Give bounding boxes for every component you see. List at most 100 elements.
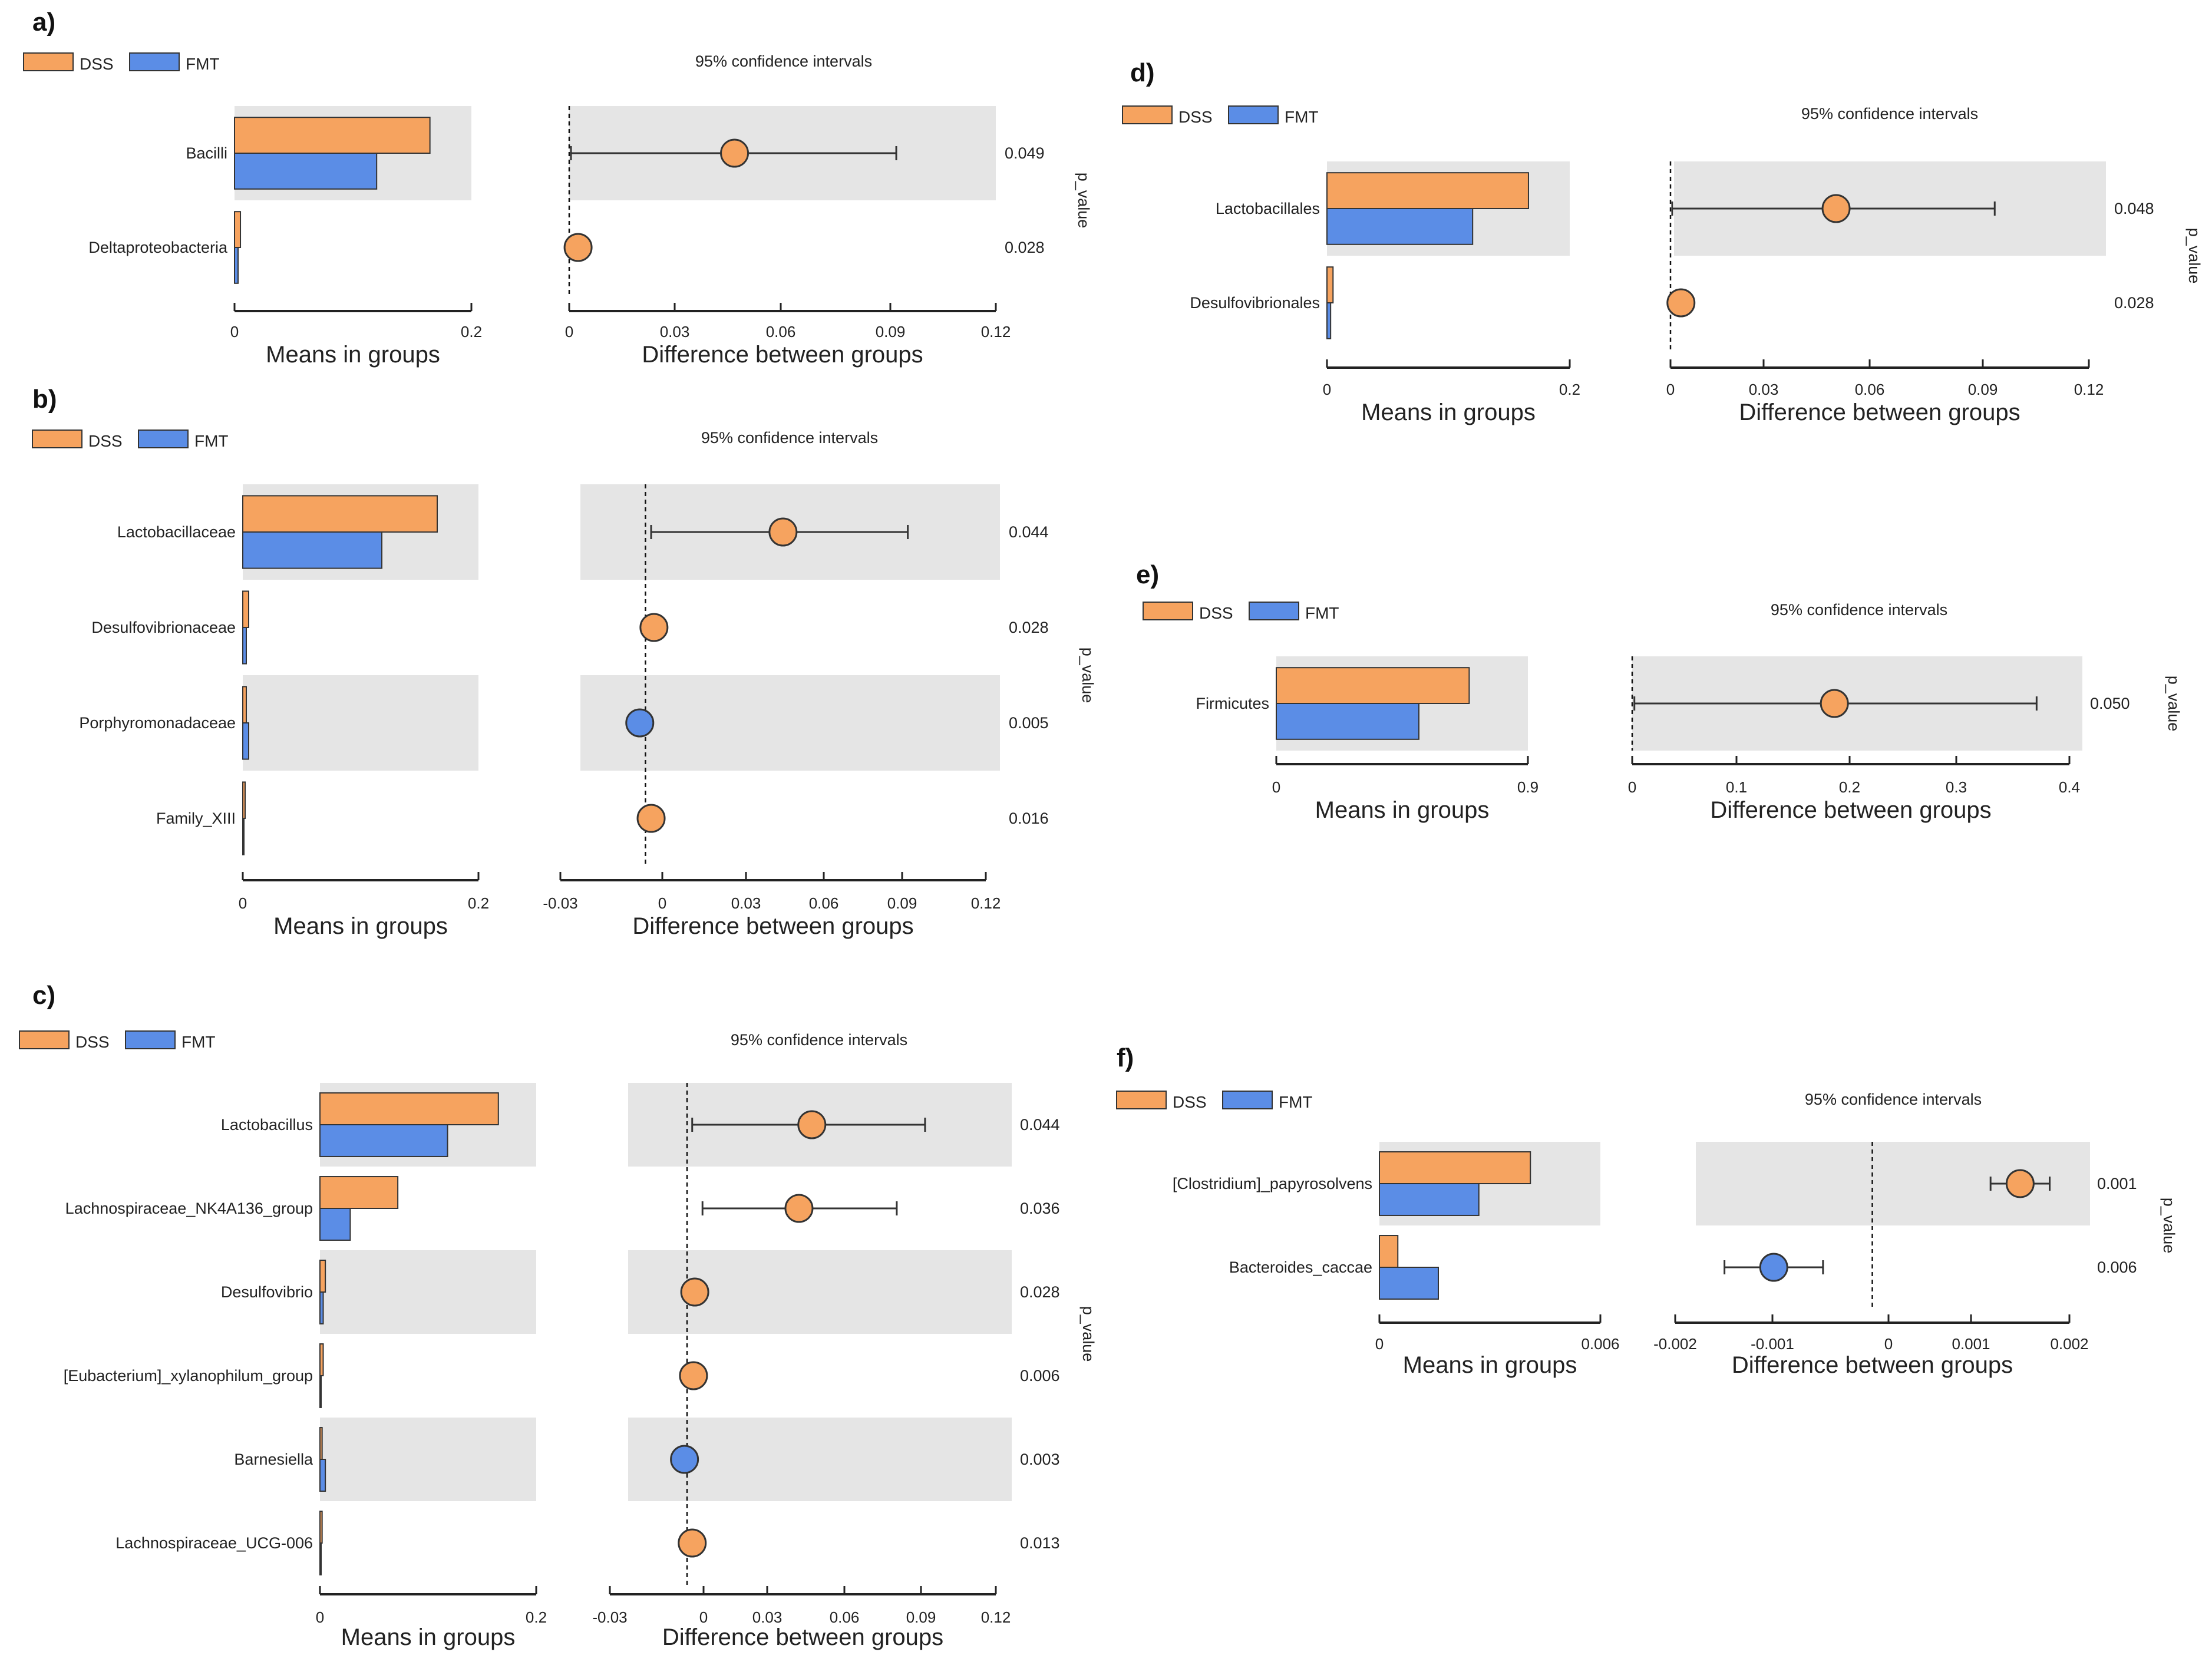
estimate-point [563,233,593,262]
estimate-point [1759,1253,1788,1282]
diff-tick-label: 0.06 [766,323,796,341]
estimate-point [670,1445,699,1474]
legend-swatch-dss [19,1030,70,1049]
diff-tick-label: 0.06 [1855,381,1885,398]
bar-fmt [319,1291,324,1324]
means-tick-label: 0 [316,1608,324,1626]
legend: DSS FMT [19,1030,216,1051]
category-label: Lactobacillaceae [117,523,236,541]
category-label: Deltaproteobacteria [88,239,228,256]
diff-tick-label: 0 [658,894,666,912]
p-value: 0.028 [1020,1283,1060,1301]
diff-tick-label: 0.09 [1968,381,1998,398]
diff-tick-label: 0.2 [1839,778,1860,796]
p-value: 0.028 [2114,294,2154,312]
legend-label-fmt: FMT [1279,1093,1313,1111]
bar-dss [242,781,246,819]
p-value: 0.006 [2097,1258,2137,1276]
p-value-axis-label: p_value [1075,173,1092,229]
legend-label-dss: DSS [88,432,123,450]
legend-swatch-fmt [1228,105,1279,124]
category-label: [Eubacterium]_xylanophilum_group [64,1367,313,1385]
panel-label: a) [32,8,55,37]
category-label: Bacteroides_caccae [1229,1258,1372,1276]
estimate-point [768,517,798,547]
legend: DSS FMT [23,52,220,73]
diff-tick-label: -0.03 [543,894,577,912]
means-tick-label: 0 [230,323,239,341]
bar-fmt [234,247,239,284]
legend: DSS FMT [1122,105,1319,126]
ci-title: 95% confidence intervals [701,429,878,447]
bar-dss [319,1092,499,1126]
p-value: 0.013 [1020,1534,1060,1552]
legend-label-dss: DSS [80,55,114,73]
legend-swatch-dss [1122,105,1173,124]
means-tick-label: 0.2 [468,894,489,912]
panel-e: e) DSS FMT 95% confidence intervals Firmicut… [1136,560,2183,823]
estimate-point [636,804,666,833]
bar-dss [1379,1151,1531,1185]
legend-swatch-dss [23,52,74,71]
legend: DSS FMT [1116,1091,1313,1111]
bar-fmt [242,818,245,855]
legend: DSS FMT [32,430,229,450]
bar-dss [1379,1235,1399,1268]
legend-label-dss: DSS [1199,604,1233,622]
ci-title: 95% confidence intervals [1801,105,1978,123]
bar-dss [242,686,247,723]
category-label: Firmicutes [1196,695,1269,712]
panel-label: f) [1117,1043,1134,1072]
estimate-point [797,1110,827,1139]
means-tick-label: 0.2 [461,323,482,341]
legend-swatch-fmt [129,52,180,71]
bar-dss [319,1343,324,1377]
means-tick-label: 0.2 [526,1608,547,1626]
means-row-band [320,1250,536,1334]
estimate-point [1821,194,1851,223]
diff-tick-label: -0.03 [592,1608,627,1626]
legend-label-dss: DSS [1178,108,1213,126]
diff-tick-label: 0 [1884,1335,1893,1353]
bar-fmt [1326,208,1474,245]
diff-tick-label: 0.002 [2050,1335,2088,1353]
legend-swatch-dss [32,430,82,448]
bar-dss [234,117,431,154]
diff-tick-label: 0.03 [731,894,761,912]
means-tick-label: 0.006 [1581,1335,1619,1353]
category-label: Bacilli [186,144,227,162]
p-value-axis-label: p_value [1079,1306,1097,1362]
category-label: Desulfovibrio [221,1283,313,1301]
bar-dss [242,590,249,629]
p-value: 0.044 [1020,1116,1060,1134]
means-row-band [320,1418,536,1501]
diff-tick-label: 0.03 [1749,381,1779,398]
bar-fmt [242,531,382,569]
diff-tick-label: 0.03 [660,323,690,341]
category-label: [Clostridium]_papyrosolvens [1173,1175,1372,1192]
means-tick-label: 0 [239,894,247,912]
p-value: 0.016 [1009,810,1049,827]
estimate-point [625,708,655,738]
means-tick-label: 0 [1375,1335,1384,1353]
category-label: Porphyromonadaceae [79,714,236,732]
bar-fmt [319,1459,326,1492]
diff-tick-label: 0.09 [887,894,917,912]
legend-label-fmt: FMT [194,432,229,450]
panel-b: b) DSS FMT 95% confidence intervals Lactobac… [32,385,1097,939]
estimate-point [1666,288,1696,318]
diff-xlabel: Difference between groups [1710,797,1991,823]
estimate-point [680,1277,709,1307]
bar-fmt [1379,1267,1439,1300]
diff-tick-label: 0 [565,323,573,341]
p-value: 0.005 [1009,714,1049,732]
diff-tick-label: 0.12 [981,323,1011,341]
panel-label: b) [32,385,57,414]
panel-label: c) [32,981,55,1010]
category-label: Desulfovibrionaceae [91,619,236,636]
bar-dss [1276,667,1470,704]
bar-fmt [242,722,249,760]
diff-tick-label: 0.12 [971,894,1001,912]
legend: DSS FMT [1143,602,1339,622]
